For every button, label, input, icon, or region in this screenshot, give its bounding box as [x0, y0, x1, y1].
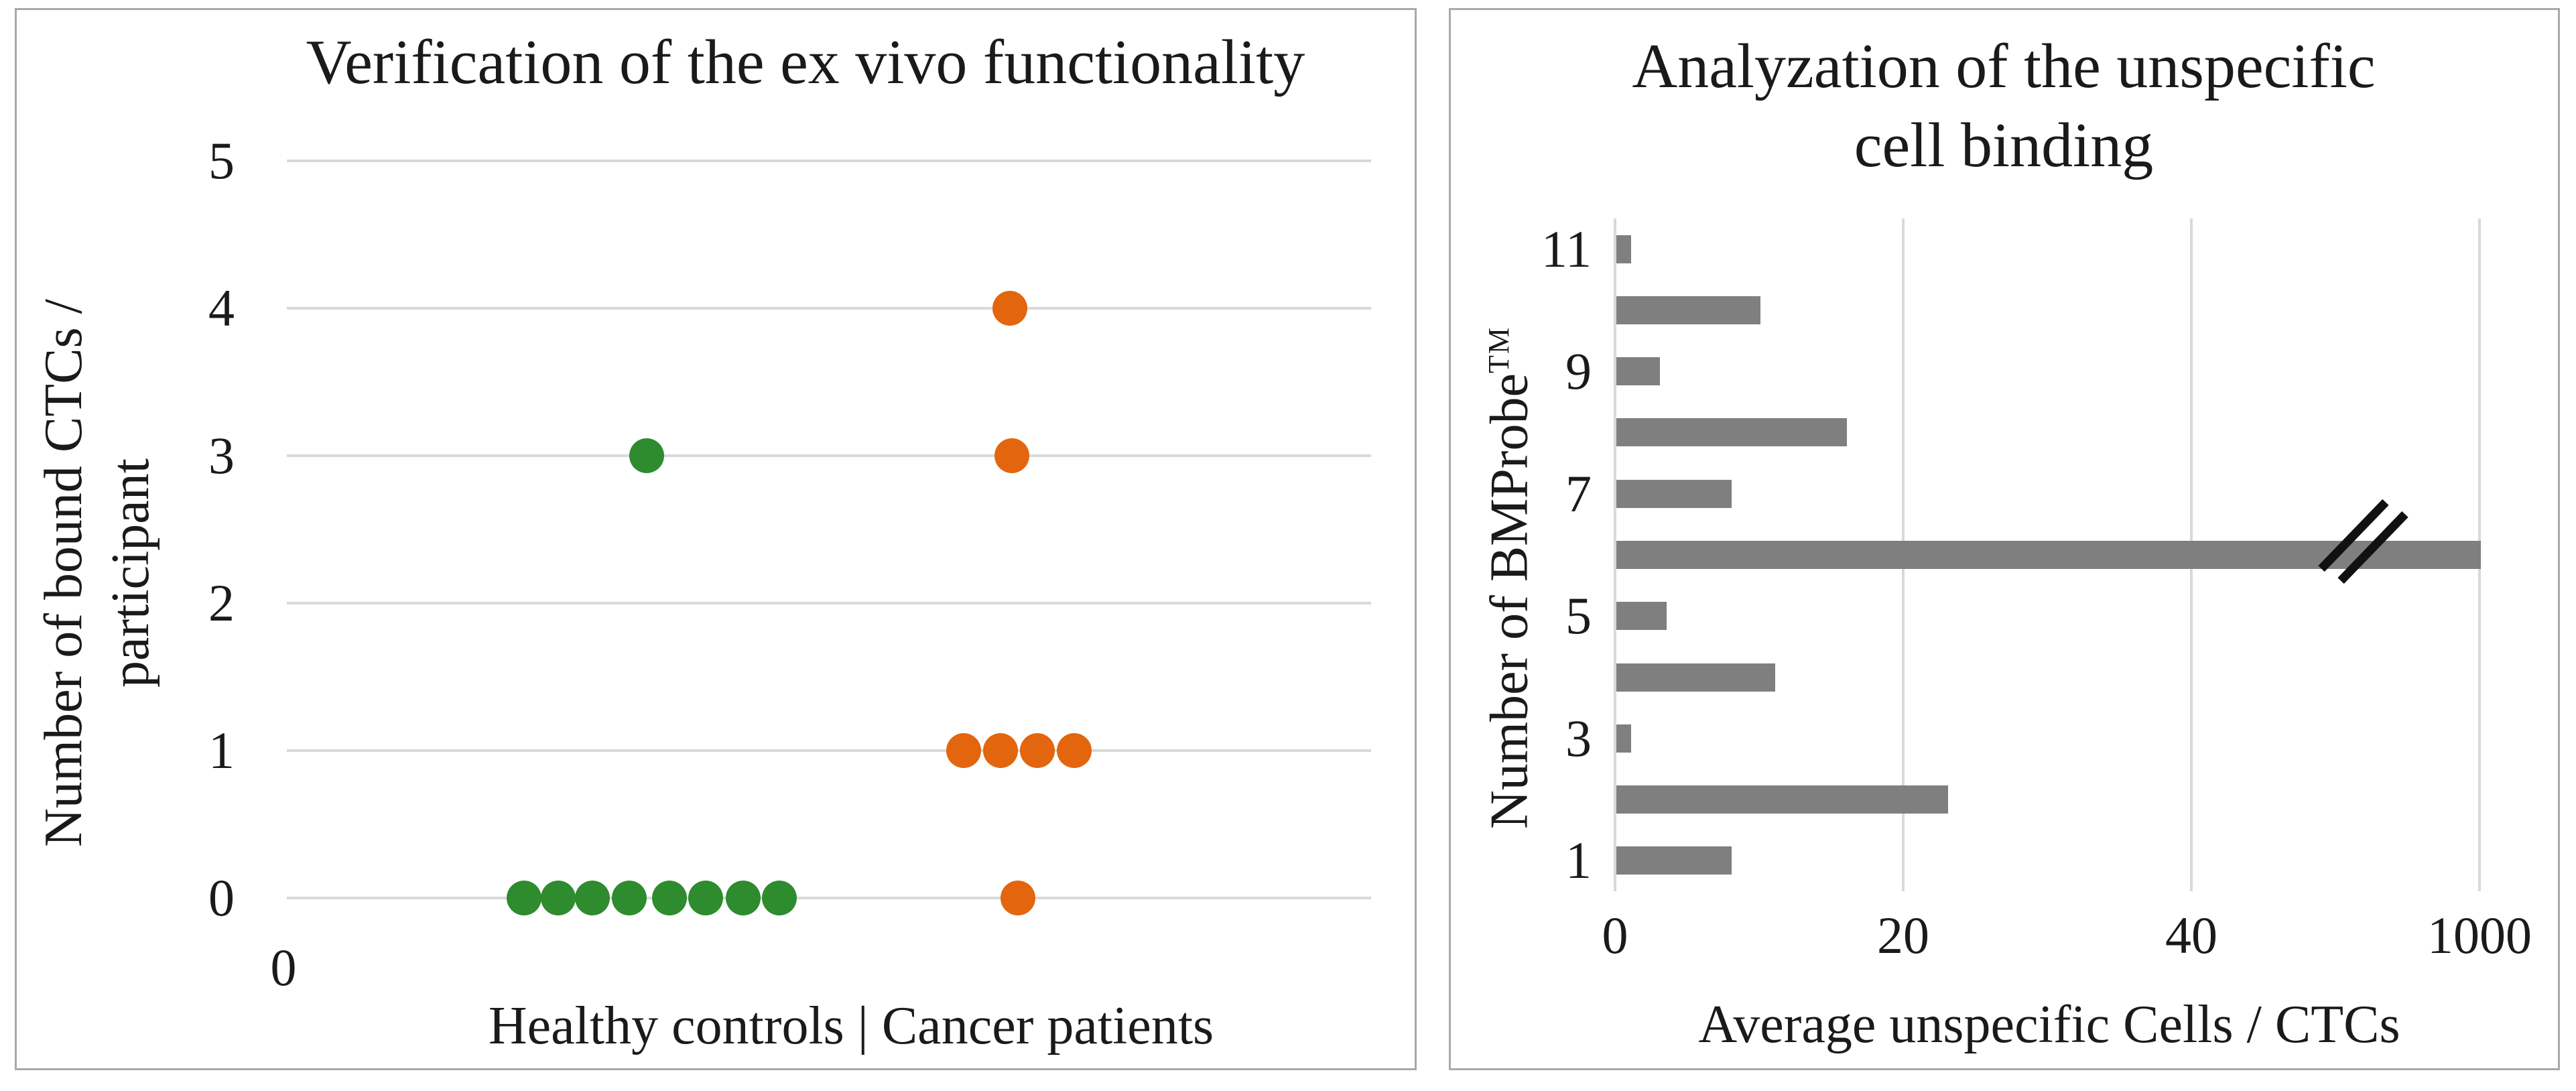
bar-probe-8	[1616, 418, 1847, 447]
left-gridline	[287, 454, 1371, 457]
scatter-dot-cancer	[982, 733, 1018, 768]
left-gridline	[287, 602, 1371, 604]
left-x-origin-label: 0	[270, 938, 297, 997]
right-x-tick-label: 20	[1877, 906, 1929, 964]
scatter-dot-healthy	[726, 881, 761, 915]
right-chart-title-line1: Analyzation of the unspecific	[1632, 31, 2376, 101]
scatter-dot-healthy	[540, 881, 576, 915]
scatter-dot-healthy	[652, 881, 688, 915]
bar-probe-7	[1616, 479, 1732, 508]
scatter-dot-healthy	[761, 881, 797, 915]
scatter-dot-healthy	[507, 881, 542, 915]
right-x-tick-label: 40	[2165, 906, 2217, 964]
right-x-tick-label: 1000	[2427, 906, 2532, 964]
right-y-tick-label: 1	[1565, 831, 1592, 890]
left-chart-title: Verification of the ex vivo functionalit…	[306, 27, 1305, 97]
right-chart-title: Analyzation of the unspecific cell bindi…	[1468, 27, 2540, 185]
scatter-dot-cancer	[1000, 881, 1035, 915]
bar-probe-11	[1616, 235, 1631, 263]
left-y-tick-label: 3	[208, 426, 235, 485]
left-gridline	[287, 159, 1371, 162]
scatter-dot-cancer	[1056, 733, 1092, 768]
scatter-dot-cancer	[946, 733, 981, 768]
right-y-tick-label: 3	[1565, 708, 1592, 767]
right-y-tick-label: 7	[1565, 464, 1592, 523]
scatter-dot-cancer	[1019, 733, 1055, 768]
right-y-tick-label: 5	[1565, 586, 1592, 645]
bar-probe-5	[1616, 602, 1667, 631]
bar-probe-2	[1616, 785, 1948, 814]
right-x-axis-title: Average unspecific Cells / CTCs	[1698, 995, 2400, 1054]
scatter-dot-healthy	[575, 881, 610, 915]
right-gridline	[1614, 218, 1616, 891]
scatter-dot-healthy	[688, 881, 723, 915]
scatter-dot-cancer	[994, 438, 1030, 473]
left-gridline	[287, 307, 1371, 310]
scatter-dot-healthy	[629, 438, 665, 473]
right-chart-title-line2: cell binding	[1854, 111, 2154, 180]
bar-probe-9	[1616, 357, 1660, 386]
right-y-tick-label: 11	[1541, 219, 1592, 278]
scatter-dot-healthy	[612, 881, 647, 915]
left-y-tick-label: 0	[208, 869, 235, 927]
scatter-dot-cancer	[992, 291, 1028, 326]
bar-probe-10	[1616, 296, 1760, 324]
left-y-tick-label: 2	[208, 574, 235, 632]
left-y-tick-label: 4	[208, 279, 235, 337]
right-x-tick-label: 0	[1602, 906, 1628, 964]
bar-probe-3	[1616, 724, 1631, 753]
left-gridline	[287, 897, 1371, 899]
bar-probe-4	[1616, 663, 1775, 692]
left-y-tick-label: 1	[208, 721, 235, 779]
left-x-axis-title: Healthy controls | Cancer patients	[488, 997, 1214, 1055]
left-y-tick-label: 5	[208, 131, 235, 190]
bar-probe-1	[1616, 846, 1732, 875]
right-y-tick-label: 9	[1565, 342, 1592, 401]
left-gridline	[287, 749, 1371, 752]
